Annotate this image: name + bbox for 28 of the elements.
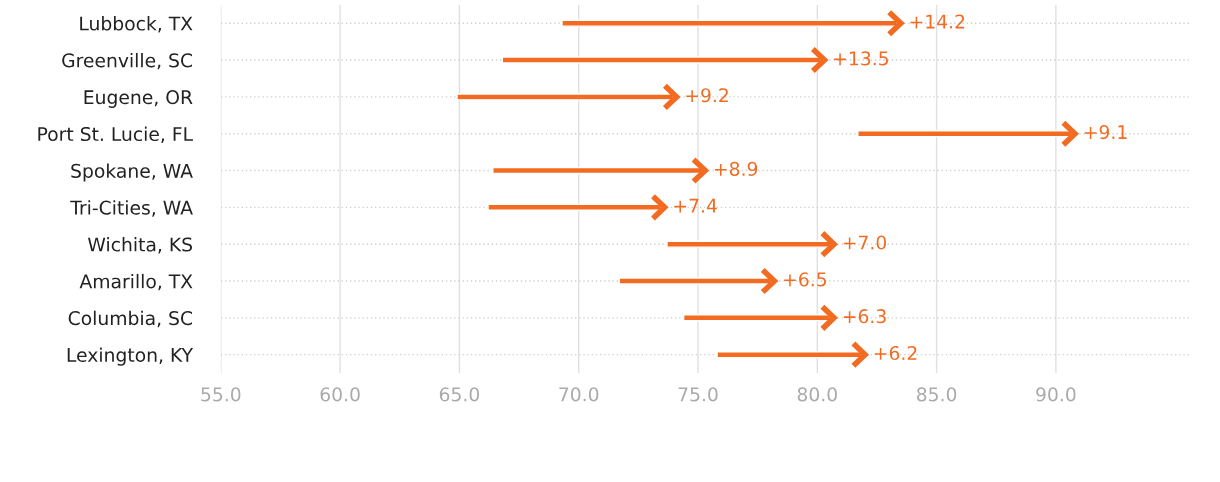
x-tick-label: 55.0 [201,387,241,402]
y-tick-label: Tri-Cities, WA [70,200,193,217]
y-tick-label: Columbia, SC [68,310,193,328]
x-tick-label: 70.0 [559,387,599,402]
data-label: +6.2 [874,345,917,361]
data-label: +9.1 [1084,124,1127,140]
data-label: +6.5 [784,272,826,287]
data-label: +14.2 [910,14,965,29]
x-tick-label: 75.0 [678,387,718,402]
data-label: +9.2 [686,88,728,103]
x-tick-label: 85.0 [916,387,957,402]
y-tick-label: Port St. Lucie, FL [38,126,193,144]
x-tick-label: 80.0 [797,387,837,402]
data-label: +8.9 [714,161,758,176]
y-tick-label: Amarillo, TX [79,273,193,291]
data-label: +6.3 [843,309,886,324]
y-tick-label: Wichita, KS [87,237,192,254]
x-tick-label: 90.0 [1036,387,1076,402]
y-tick-label: Lexington, KY [67,347,194,366]
x-tick-label: 65.0 [439,387,480,402]
y-tick-label: Lubbock, TX [80,16,193,33]
data-label: +7.4 [674,198,717,213]
data-label: +7.0 [843,235,887,250]
y-tick-label: Eugene, OR [84,90,193,108]
y-tick-label: Greenville, SC [62,52,193,70]
y-tick-label: Spokane, WA [71,163,193,182]
data-label: +13.5 [834,51,889,66]
x-tick-label: 60.0 [320,387,360,402]
